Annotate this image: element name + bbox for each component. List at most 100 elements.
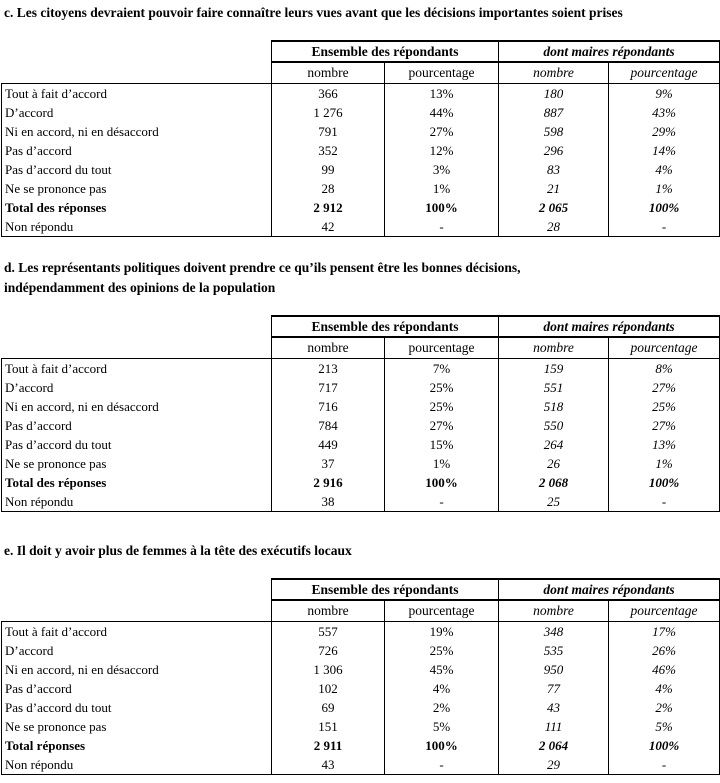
value-cell: 5% xyxy=(384,717,499,736)
row-label-cell: Tout à fait d’accord xyxy=(1,358,272,378)
column-header-row: nombre pourcentage nombre pourcentage xyxy=(1,62,720,84)
value-cell: - xyxy=(608,492,720,512)
table-row: D’accord 1 276 44% 887 43% xyxy=(1,103,720,122)
value-cell: 99 xyxy=(271,160,385,179)
row-label-cell: Ni en accord, ni en désaccord xyxy=(1,122,272,141)
table-row: Total réponses 2 911 100% 2 064 100% xyxy=(1,736,720,755)
value-cell: 1 276 xyxy=(271,103,385,122)
section-title: c. Les citoyens devraient pouvoir faire … xyxy=(0,3,720,23)
column-header-cell: pourcentage xyxy=(384,337,499,359)
value-cell: 29 xyxy=(498,755,609,775)
value-cell: 43 xyxy=(271,755,385,775)
row-label-cell: Total des réponses xyxy=(1,473,272,492)
table-row: Non répondu 42-28- xyxy=(1,217,720,237)
column-header-cell: nombre xyxy=(271,62,385,84)
value-cell: 2 912 xyxy=(271,198,385,217)
value-cell: 887 xyxy=(498,103,609,122)
row-label-cell: Pas d’accord du tout xyxy=(1,698,272,717)
value-cell: 2% xyxy=(608,698,720,717)
value-cell: 784 xyxy=(271,416,385,435)
value-cell: 46% xyxy=(608,660,720,679)
value-cell: 1% xyxy=(608,179,720,198)
row-label-cell: D’accord xyxy=(1,103,272,122)
table-row: Ne se prononce pas 37 1% 26 1% xyxy=(1,454,720,473)
survey-section-c: c. Les citoyens devraient pouvoir faire … xyxy=(0,3,720,237)
corner-blank-cell xyxy=(2,316,272,337)
column-header-cell: nombre xyxy=(498,600,609,622)
value-cell: 26% xyxy=(608,641,720,660)
section-title-line: e. Il doit y avoir plus de femmes à la t… xyxy=(4,543,352,558)
value-cell: 28 xyxy=(498,217,609,237)
value-cell: 27% xyxy=(384,122,499,141)
results-table: Ensemble des répondants dont maires répon… xyxy=(1,578,720,775)
value-cell: 1% xyxy=(384,454,499,473)
value-cell: 1% xyxy=(384,179,499,198)
table-row: Ni en accord, ni en désaccord 716 25% 518 25… xyxy=(1,397,720,416)
table-row: Total des réponses 2 916 100% 2 068 100% xyxy=(1,473,720,492)
results-table: Ensemble des répondants dont maires répon… xyxy=(1,315,720,512)
value-cell: 726 xyxy=(271,641,385,660)
row-label-cell: Pas d’accord xyxy=(1,416,272,435)
row-label-cell: Ni en accord, ni en désaccord xyxy=(1,397,272,416)
row-label-cell: Total réponses xyxy=(1,736,272,755)
survey-section-d: d. Les représentants politiques doivent … xyxy=(0,258,720,512)
value-cell: 100% xyxy=(608,473,720,492)
value-cell: 45% xyxy=(384,660,499,679)
table-row: Tout à fait d’accord 366 13% 180 9% xyxy=(1,83,720,103)
table-row: Pas d’accord du tout 449 15% 264 13% xyxy=(1,435,720,454)
row-label-cell: D’accord xyxy=(1,641,272,660)
value-cell: 4% xyxy=(608,679,720,698)
value-cell: 27% xyxy=(608,416,720,435)
value-cell: 2 064 xyxy=(498,736,609,755)
table-row: Tout à fait d’accord 213 7% 159 8% xyxy=(1,358,720,378)
group-header-cell: dont maires répondants xyxy=(498,578,720,601)
value-cell: 25% xyxy=(384,641,499,660)
value-cell: 102 xyxy=(271,679,385,698)
value-cell: 2% xyxy=(384,698,499,717)
value-cell: 83 xyxy=(498,160,609,179)
section-title-line: indépendamment des opinions de la popula… xyxy=(4,280,276,295)
row-label-cell: Pas d’accord du tout xyxy=(1,160,272,179)
row-label-cell: Ne se prononce pas xyxy=(1,179,272,198)
value-cell: 27% xyxy=(384,416,499,435)
value-cell: - xyxy=(384,217,499,237)
value-cell: 264 xyxy=(498,435,609,454)
value-cell: 13% xyxy=(608,435,720,454)
value-cell: 159 xyxy=(498,358,609,378)
value-cell: 716 xyxy=(271,397,385,416)
value-cell: 5% xyxy=(608,717,720,736)
column-header-cell: nombre xyxy=(271,337,385,359)
value-cell: 42 xyxy=(271,217,385,237)
value-cell: 37 xyxy=(271,454,385,473)
value-cell: 4% xyxy=(384,679,499,698)
table-row: D’accord 717 25% 551 27% xyxy=(1,378,720,397)
row-label-cell: Pas d’accord xyxy=(1,679,272,698)
value-cell: 151 xyxy=(271,717,385,736)
value-cell: 77 xyxy=(498,679,609,698)
value-cell: 1% xyxy=(608,454,720,473)
value-cell: 1 306 xyxy=(271,660,385,679)
group-header-row: Ensemble des répondants dont maires répon… xyxy=(2,578,720,601)
column-header-cell: pourcentage xyxy=(384,62,499,84)
value-cell: 2 068 xyxy=(498,473,609,492)
column-header-cell: nombre xyxy=(498,62,609,84)
value-cell: 28 xyxy=(271,179,385,198)
corner-blank-cell xyxy=(1,337,272,359)
value-cell: 15% xyxy=(384,435,499,454)
value-cell: 14% xyxy=(608,141,720,160)
value-cell: 111 xyxy=(498,717,609,736)
section-title: d. Les représentants politiques doivent … xyxy=(0,258,720,298)
column-header-row: nombre pourcentage nombre pourcentage xyxy=(1,337,720,359)
row-label-cell: Non répondu xyxy=(1,217,272,237)
value-cell: 12% xyxy=(384,141,499,160)
value-cell: 557 xyxy=(271,621,385,641)
table-row: Ne se prononce pas 28 1% 21 1% xyxy=(1,179,720,198)
table-row: Total des réponses 2 912 100% 2 065 100% xyxy=(1,198,720,217)
value-cell: 13% xyxy=(384,83,499,103)
value-cell: 4% xyxy=(608,160,720,179)
column-header-cell: pourcentage xyxy=(384,600,499,622)
group-header-row: Ensemble des répondants dont maires répon… xyxy=(2,315,720,338)
value-cell: 29% xyxy=(608,122,720,141)
value-cell: - xyxy=(384,492,499,512)
value-cell: 180 xyxy=(498,83,609,103)
